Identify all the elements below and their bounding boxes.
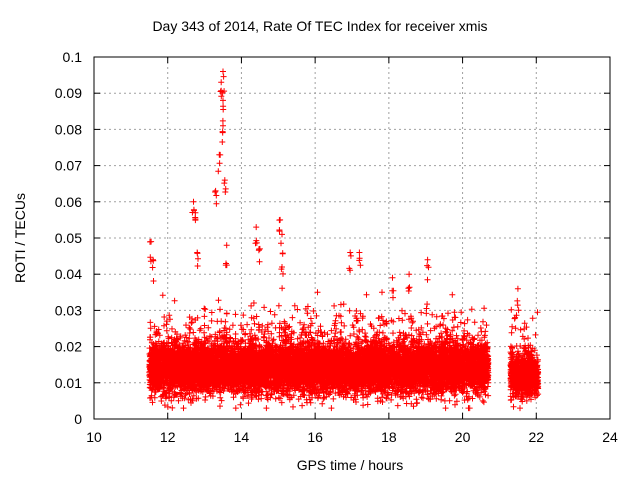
y-tick-label: 0.06 — [55, 194, 82, 210]
x-axis-label: GPS time / hours — [296, 457, 404, 473]
data-points — [146, 68, 542, 412]
y-tick-label: 0.01 — [55, 375, 82, 391]
axis-ticks: 10 12 14 16 18 20 22 24 0 0.01 0.02 0.03 0.04 0.05 0.0… — [55, 49, 618, 445]
x-tick-label: 22 — [528, 429, 544, 445]
y-tick-label: 0.1 — [63, 49, 83, 65]
x-tick-label: 16 — [307, 429, 323, 445]
y-tick-label: 0.05 — [55, 230, 82, 246]
x-tick-label: 18 — [381, 429, 397, 445]
x-tick-label: 12 — [160, 429, 176, 445]
y-tick-label: 0.03 — [55, 302, 82, 318]
y-tick-label: 0 — [74, 411, 82, 427]
y-tick-label: 0.07 — [55, 158, 82, 174]
x-tick-label: 24 — [602, 429, 618, 445]
x-tick-label: 14 — [234, 429, 250, 445]
x-tick-label: 10 — [86, 429, 102, 445]
y-tick-label: 0.04 — [55, 266, 82, 282]
y-tick-label: 0.08 — [55, 121, 82, 137]
y-axis-label: ROTI / TECUs — [12, 193, 28, 283]
roti-scatter-points — [146, 68, 542, 412]
x-tick-label: 20 — [455, 429, 471, 445]
y-tick-label: 0.09 — [55, 85, 82, 101]
y-tick-label: 0.02 — [55, 339, 82, 355]
chart-title: Day 343 of 2014, Rate Of TEC Index for r… — [152, 18, 488, 34]
